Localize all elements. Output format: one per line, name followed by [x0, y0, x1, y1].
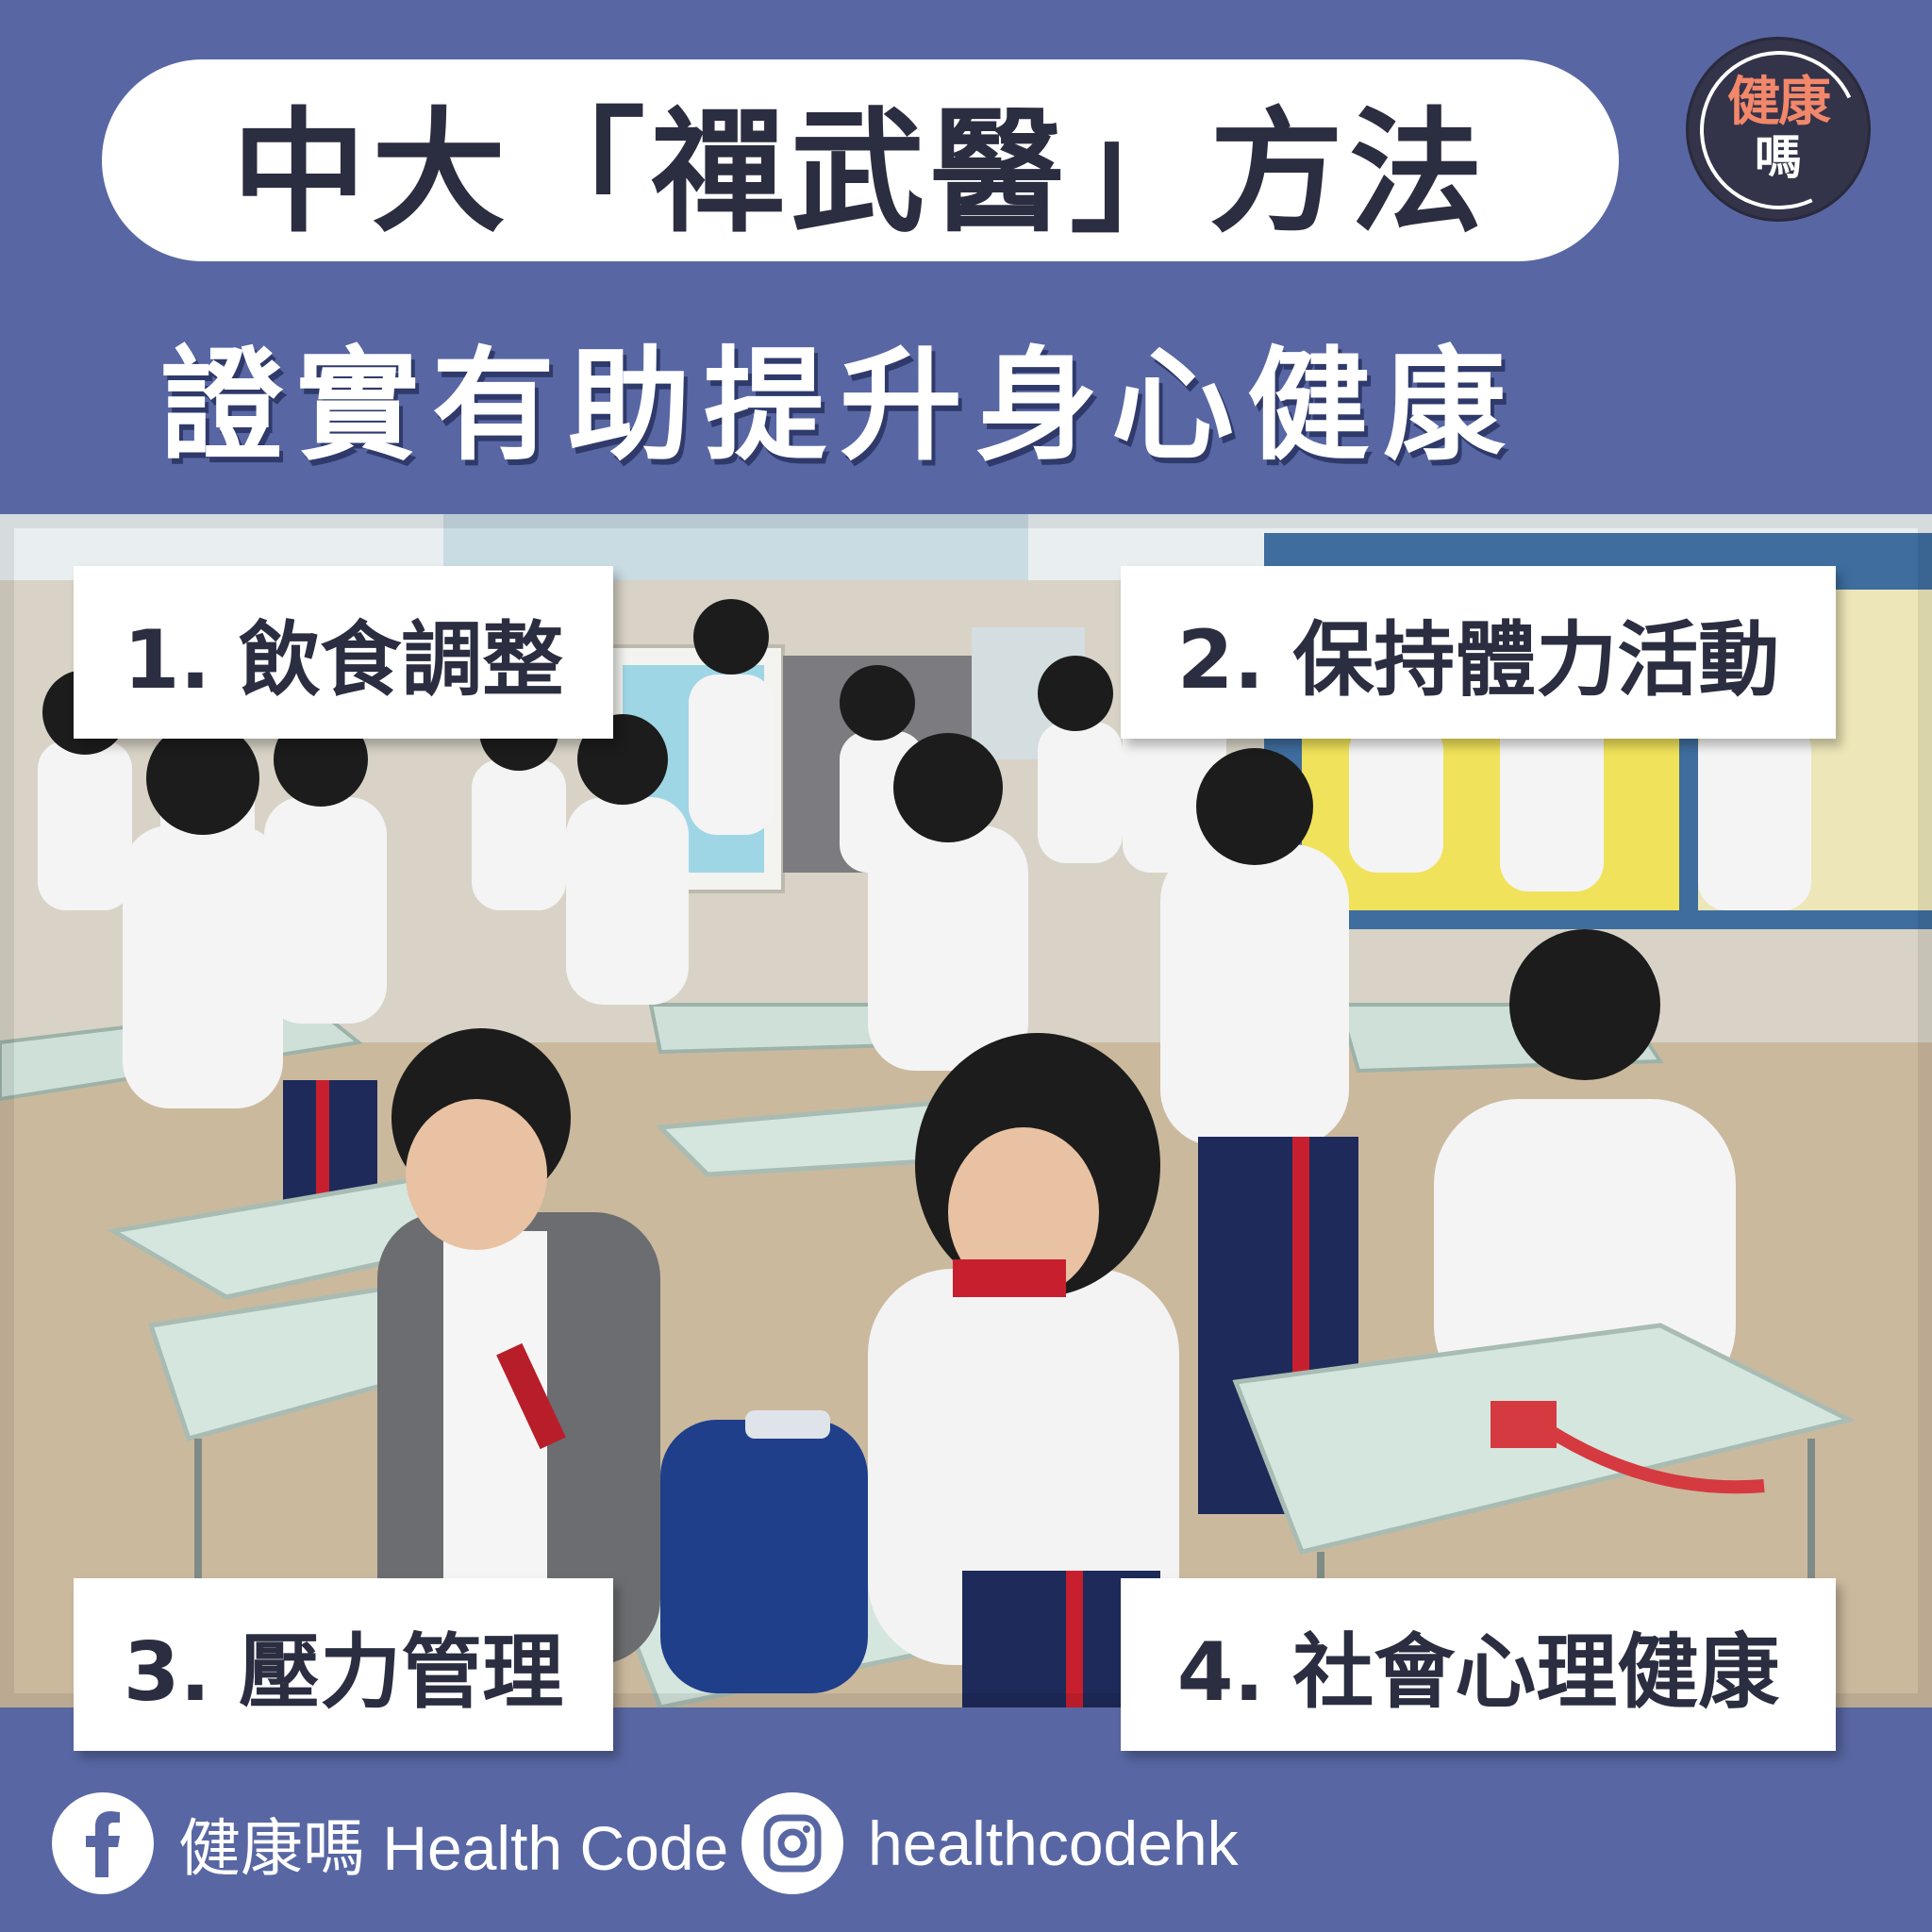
title-pill: 中大「禪武醫」方法: [102, 59, 1619, 261]
method-label-1: 1. 飲食調整: [74, 566, 613, 739]
facebook-icon: [52, 1792, 154, 1894]
footer: 健康嗎 Health Code healthcodehk: [0, 1774, 1932, 1915]
page-subtitle: 證實有助提升身心健康: [160, 334, 1520, 477]
method-label-2: 2. 保持體力活動: [1121, 566, 1836, 739]
facebook-link[interactable]: 健康嗎 Health Code: [52, 1792, 728, 1894]
method-label-text: 2. 保持體力活動: [1176, 613, 1780, 708]
method-label-text: 4. 社會心理健康: [1176, 1625, 1780, 1720]
instagram-glyph: [763, 1814, 822, 1873]
page-title: 中大「禪武醫」方法: [232, 95, 1489, 251]
facebook-glyph: [86, 1811, 120, 1877]
method-label-3: 3. 壓力管理: [74, 1578, 613, 1751]
brand-logo: 健康 嗎: [1677, 28, 1881, 232]
instagram-link[interactable]: healthcodehk: [741, 1792, 1239, 1894]
logo-text-line2: 嗎: [1755, 130, 1802, 185]
instagram-handle: healthcodehk: [868, 1808, 1239, 1878]
method-label-text: 3. 壓力管理: [123, 1625, 564, 1720]
method-label-text: 1. 飲食調整: [123, 613, 564, 708]
facebook-page-name: 健康嗎 Health Code: [178, 1813, 729, 1883]
logo-text-line1: 健康: [1727, 72, 1831, 133]
method-label-4: 4. 社會心理健康: [1121, 1578, 1836, 1751]
instagram-icon: [741, 1792, 843, 1894]
